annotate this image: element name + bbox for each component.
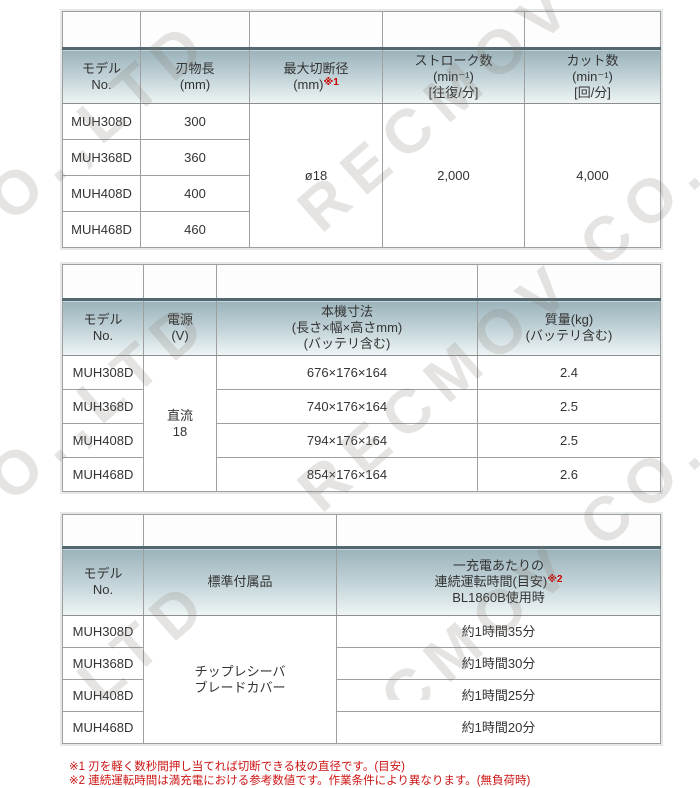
- blade-length-cell: 400: [140, 175, 250, 212]
- model-cell: MUH368D: [62, 647, 144, 680]
- col-header-max-cut-diameter: 最大切断径 (mm)※1: [249, 47, 383, 104]
- col-header-cuts: カット数 (min⁻¹) [回/分]: [524, 47, 661, 104]
- runtime-cell: 約1時間30分: [336, 647, 661, 680]
- table-row: MUH368D 約1時間30分: [62, 647, 661, 680]
- footnote-mark-2: ※2: [547, 574, 563, 585]
- model-cell: MUH468D: [62, 457, 144, 492]
- model-cell: MUH308D: [62, 615, 144, 648]
- model-cell: MUH468D: [62, 711, 144, 744]
- table-row: MUH308D 300 ø18 2,000 4,000: [62, 103, 661, 248]
- model-cell: MUH308D: [62, 355, 144, 390]
- table-dimensions: モデル No. 電源 (V) 本機寸法 (長さ×幅×高さmm) (バッテリ含む)…: [62, 264, 661, 492]
- table-top-cap: [62, 264, 661, 300]
- dimensions-cell: 676×176×164: [216, 355, 478, 390]
- footnotes: ※1 刃を軽く数秒間押し当てれば切断できる枝の直径です。(目安) ※2 連続運転…: [62, 760, 660, 788]
- table-row: MUH368D 740×176×164 2.5: [62, 389, 661, 424]
- dimensions-cell: 794×176×164: [216, 423, 478, 458]
- header-row: モデル No. 標準付属品 一充電あたりの 連続運転時間(目安)※2 BL186…: [62, 546, 661, 616]
- spec-sheet: モデル No. 刃物長 (mm) 最大切断径 (mm)※1 ストローク数 (mi…: [62, 11, 661, 788]
- strokes-cell: 2,000: [382, 103, 525, 248]
- power-cell: 直流 18: [143, 355, 217, 492]
- col-header-accessories: 標準付属品: [143, 546, 337, 616]
- table-top-cap: [62, 514, 661, 548]
- footnote-mark-1: ※1: [323, 76, 339, 88]
- col-header-dimensions: 本機寸法 (長さ×幅×高さmm) (バッテリ含む): [216, 298, 478, 356]
- table-row: MUH308D 直流 18 676×176×164 2.4: [62, 355, 661, 492]
- model-cell: MUH408D: [62, 679, 144, 712]
- cuts-cell: 4,000: [524, 103, 661, 248]
- weight-cell: 2.5: [477, 423, 661, 458]
- col-header-model: モデル No.: [62, 546, 144, 616]
- accessories-cell: チップレシーバ ブレードカバー: [143, 615, 337, 744]
- table-cutting-specs: モデル No. 刃物長 (mm) 最大切断径 (mm)※1 ストローク数 (mi…: [62, 11, 661, 248]
- col-header-weight: 質量(kg) (バッテリ含む): [477, 298, 661, 356]
- model-cell: MUH468D: [62, 211, 141, 248]
- table-row: MUH468D 460: [62, 211, 661, 248]
- weight-cell: 2.4: [477, 355, 661, 390]
- runtime-cell: 約1時間35分: [336, 615, 661, 648]
- table-row: MUH368D 360: [62, 139, 661, 176]
- col-header-model: モデル No.: [62, 47, 141, 104]
- max-cut-diameter-cell: ø18: [249, 103, 383, 248]
- model-cell: MUH368D: [62, 139, 141, 176]
- runtime-cell: 約1時間25分: [336, 679, 661, 712]
- table-accessories-runtime: モデル No. 標準付属品 一充電あたりの 連続運転時間(目安)※2 BL186…: [62, 514, 661, 744]
- runtime-cell: 約1時間20分: [336, 711, 661, 744]
- weight-cell: 2.6: [477, 457, 661, 492]
- table-row: MUH408D 794×176×164 2.5: [62, 423, 661, 458]
- dimensions-cell: 854×176×164: [216, 457, 478, 492]
- col-header-power: 電源 (V): [143, 298, 217, 356]
- dimensions-cell: 740×176×164: [216, 389, 478, 424]
- table-top-cap: [62, 11, 661, 49]
- col-header-model: モデル No.: [62, 298, 144, 356]
- header-row: モデル No. 電源 (V) 本機寸法 (長さ×幅×高さmm) (バッテリ含む)…: [62, 298, 661, 356]
- model-cell: MUH308D: [62, 103, 141, 140]
- model-cell: MUH368D: [62, 389, 144, 424]
- weight-cell: 2.5: [477, 389, 661, 424]
- col-header-blade-length: 刃物長 (mm): [140, 47, 250, 104]
- model-cell: MUH408D: [62, 175, 141, 212]
- table-row: MUH468D 854×176×164 2.6: [62, 457, 661, 492]
- blade-length-cell: 460: [140, 211, 250, 248]
- blade-length-cell: 360: [140, 139, 250, 176]
- col-header-runtime: 一充電あたりの 連続運転時間(目安)※2 BL1860B使用時: [336, 546, 661, 616]
- footnote-2: ※2 連続運転時間は満充電における参考数値です。作業条件により異なります。(無負…: [69, 775, 531, 787]
- table-row: MUH308D チップレシーバ ブレードカバー 約1時間35分: [62, 615, 661, 744]
- model-cell: MUH408D: [62, 423, 144, 458]
- col-header-strokes: ストローク数 (min⁻¹) [往復/分]: [382, 47, 525, 104]
- header-row: モデル No. 刃物長 (mm) 最大切断径 (mm)※1 ストローク数 (mi…: [62, 47, 661, 104]
- table-row: MUH408D 400: [62, 175, 661, 212]
- footnote-1: ※1 刃を軽く数秒間押し当てれば切断できる枝の直径です。(目安): [69, 761, 406, 773]
- blade-length-cell: 300: [140, 103, 250, 140]
